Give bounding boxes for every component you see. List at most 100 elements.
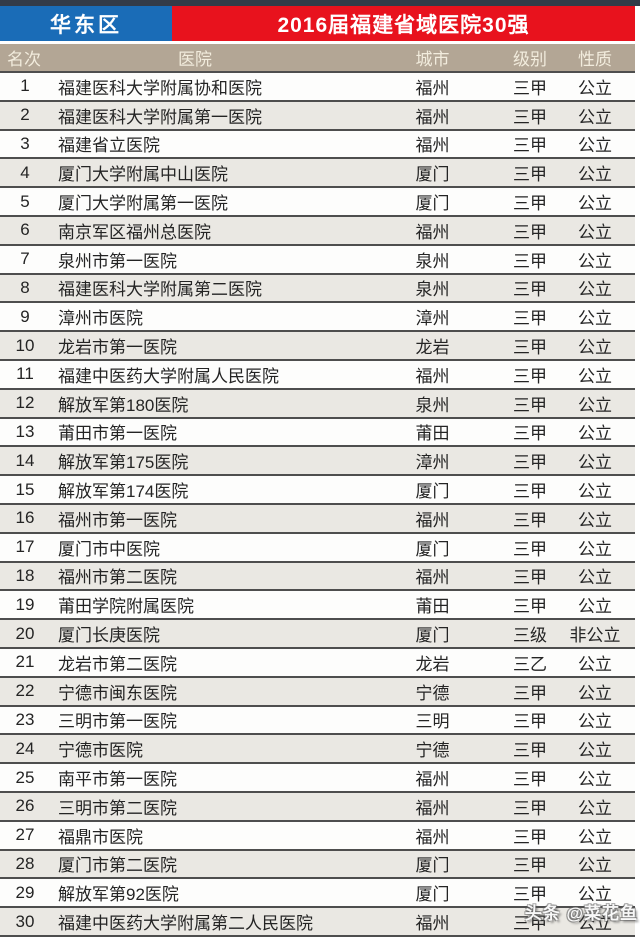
cell-level: 三甲: [513, 741, 547, 761]
cell-rank: 19: [15, 594, 35, 614]
cell-level: 三甲: [513, 885, 547, 905]
cell-hospital: 福建省立医院: [58, 136, 160, 156]
cell-city: 龙岩: [415, 654, 450, 674]
column-header-city: 城市: [415, 50, 450, 69]
cell-rank: 20: [15, 623, 35, 643]
cell-city: 福州: [415, 222, 450, 242]
cell-rank: 3: [20, 133, 30, 153]
cell-ownership: 公立: [578, 78, 612, 98]
cell-city: 泉州: [415, 280, 450, 300]
table-row: 8 福建医科大学附属第二医院 泉州 三甲 公立: [0, 274, 635, 304]
cell-hospital: 漳州市医院: [58, 309, 143, 329]
cell-ownership: 公立: [578, 453, 612, 473]
cell-city: 福州: [415, 136, 450, 156]
cell-hospital: 福州市第一医院: [58, 510, 177, 530]
cell-level: 三甲: [513, 798, 547, 818]
cell-ownership: 公立: [578, 136, 612, 156]
cell-rank: 25: [15, 767, 35, 787]
cell-rank: 23: [15, 709, 35, 729]
table-row: 23 三明市第一医院 三明 三甲 公立: [0, 706, 635, 736]
cell-hospital: 解放军第180医院: [58, 395, 189, 415]
cell-level: 三甲: [513, 683, 547, 703]
cell-level: 三甲: [513, 568, 547, 588]
cell-level: 三甲: [513, 856, 547, 876]
cell-ownership: 公立: [578, 482, 612, 502]
cell-level: 三甲: [513, 222, 547, 242]
cell-hospital: 三明市第一医院: [58, 712, 177, 732]
cell-ownership: 公立: [578, 395, 612, 415]
cell-hospital: 福鼎市医院: [58, 827, 143, 847]
table-row: 26 三明市第二医院 福州 三甲 公立: [0, 792, 635, 822]
cell-ownership: 公立: [578, 914, 612, 933]
cell-ownership: 公立: [578, 712, 612, 732]
cell-hospital: 莆田学院附属医院: [58, 597, 194, 617]
cell-hospital: 厦门大学附属第一医院: [58, 194, 228, 214]
cell-rank: 11: [16, 364, 34, 384]
cell-hospital: 宁德市闽东医院: [58, 683, 177, 703]
region-tag: 华东区: [0, 6, 172, 41]
cell-ownership: 公立: [578, 741, 612, 761]
table-row: 22 宁德市闽东医院 宁德 三甲 公立: [0, 677, 635, 707]
cell-hospital: 福建医科大学附属第二医院: [58, 280, 262, 300]
cell-hospital: 福建医科大学附属第一医院: [58, 107, 262, 127]
cell-rank: 4: [20, 162, 30, 182]
table-body: 1 福建医科大学附属协和医院 福州 三甲 公立 2 福建医科大学附属第一医院 福州 三甲 公立 3 福…: [0, 73, 640, 937]
cell-hospital: 福建医科大学附属协和医院: [58, 78, 262, 98]
cell-level: 三甲: [513, 338, 547, 358]
cell-hospital: 解放军第175医院: [58, 453, 189, 473]
cell-ownership: 公立: [578, 683, 612, 703]
cell-city: 福州: [415, 107, 450, 127]
cell-rank: 24: [15, 738, 35, 758]
cell-rank: 22: [15, 681, 35, 701]
table-row: 14 解放军第175医院 漳州 三甲 公立: [0, 447, 635, 477]
cell-level: 三甲: [513, 827, 547, 847]
cell-ownership: 非公立: [569, 626, 621, 646]
cell-rank: 7: [20, 249, 30, 269]
cell-city: 漳州: [415, 309, 450, 329]
cell-level: 三级: [513, 626, 547, 646]
cell-level: 三甲: [513, 78, 547, 98]
cell-level: 三甲: [513, 309, 547, 329]
cell-ownership: 公立: [578, 568, 612, 588]
table-row: 5 厦门大学附属第一医院 厦门 三甲 公立: [0, 188, 635, 217]
banner-right-margin: [635, 6, 640, 41]
cell-hospital: 解放军第174医院: [58, 482, 189, 502]
banner: 华东区 2016届福建省域医院30强: [0, 6, 640, 41]
cell-ownership: 公立: [578, 885, 612, 905]
cell-ownership: 公立: [578, 107, 612, 127]
cell-city: 福州: [415, 366, 450, 386]
column-header-level: 级别: [513, 50, 547, 69]
column-header-row: 名次 医院 城市 级别 性质: [0, 44, 635, 73]
cell-ownership: 公立: [578, 597, 612, 617]
cell-city: 宁德: [415, 741, 450, 761]
cell-ownership: 公立: [578, 654, 612, 674]
table-row: 2 福建医科大学附属第一医院 福州 三甲 公立: [0, 101, 635, 131]
cell-rank: 12: [15, 393, 35, 413]
cell-level: 三甲: [513, 712, 547, 732]
cell-rank: 13: [15, 421, 35, 441]
cell-rank: 1: [20, 76, 30, 96]
cell-level: 三甲: [513, 280, 547, 300]
cell-level: 三乙: [513, 654, 547, 674]
cell-city: 厦门: [415, 539, 450, 559]
cell-rank: 26: [15, 796, 35, 816]
cell-ownership: 公立: [578, 165, 612, 185]
cell-ownership: 公立: [578, 222, 612, 242]
table-row: 12 解放军第180医院 泉州 三甲 公立: [0, 389, 635, 419]
table-row: 10 龙岩市第一医院 龙岩 三甲 公立: [0, 332, 635, 361]
cell-level: 三甲: [513, 482, 547, 502]
table-row: 29 解放军第92医院 厦门 三甲 公立: [0, 879, 635, 909]
cell-rank: 21: [15, 652, 35, 672]
cell-hospital: 福州市第二医院: [58, 568, 177, 588]
table-row: 7 泉州市第一医院 泉州 三甲 公立: [0, 245, 635, 275]
cell-city: 厦门: [415, 482, 450, 502]
cell-rank: 2: [20, 105, 30, 125]
cell-level: 三甲: [513, 395, 547, 415]
cell-rank: 27: [15, 825, 35, 845]
cell-rank: 9: [20, 306, 30, 326]
table-row: 9 漳州市医院 漳州 三甲 公立: [0, 303, 635, 333]
cell-city: 福州: [415, 827, 450, 847]
table-row: 25 南平市第一医院 福州 三甲 公立: [0, 764, 635, 793]
table-row: 15 解放军第174医院 厦门 三甲 公立: [0, 476, 635, 505]
